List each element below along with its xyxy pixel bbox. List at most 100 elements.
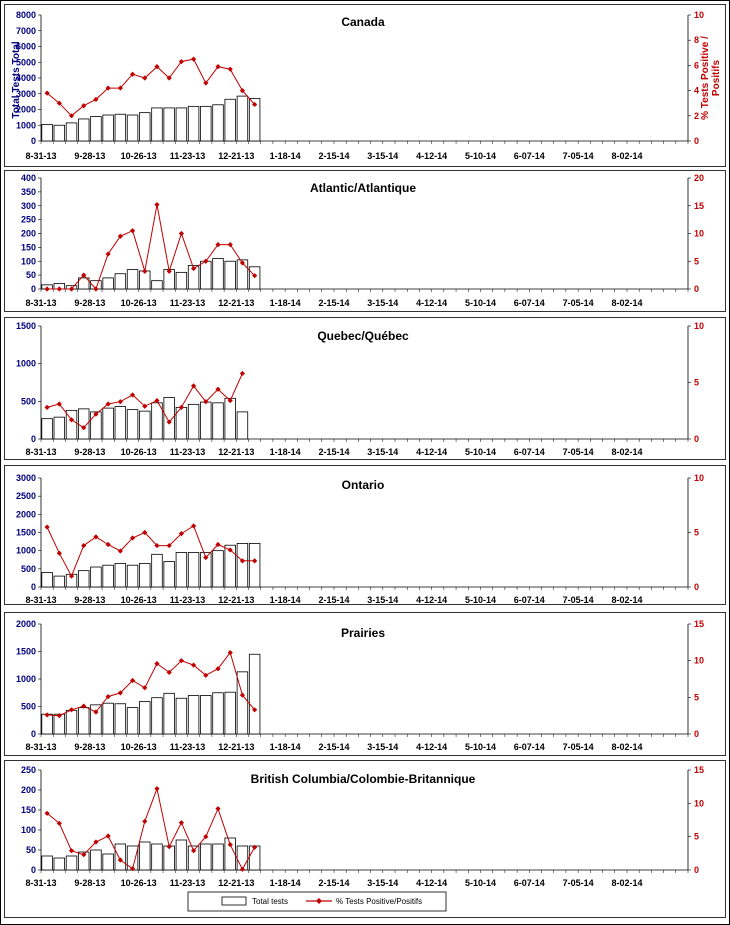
bar <box>139 562 151 588</box>
bar <box>41 124 53 142</box>
data-point <box>215 666 221 672</box>
bar <box>187 695 200 735</box>
x-tick-label: 6-07-14 <box>514 595 545 605</box>
data-point <box>105 85 111 91</box>
x-tick-label: 9-28-13 <box>74 595 105 605</box>
left-tick-label: 200 <box>21 229 36 239</box>
left-tick-label: 1500 <box>16 528 36 538</box>
data-point <box>154 786 160 792</box>
data-point <box>215 541 221 548</box>
x-tick-label: 8-02-14 <box>611 878 642 888</box>
data-point <box>227 397 233 404</box>
bar <box>90 704 102 735</box>
data-point <box>142 403 148 409</box>
bar <box>163 561 175 588</box>
x-tick-label: 9-28-13 <box>74 298 105 308</box>
right-tick-label: 0 <box>694 865 699 875</box>
left-tick-label: 2000 <box>16 105 36 115</box>
legend-line-label: % Tests Positive/Positifs <box>336 897 422 906</box>
bar <box>224 260 236 290</box>
bar <box>78 277 90 290</box>
left-tick-label: 1000 <box>16 674 36 684</box>
bar <box>114 703 127 735</box>
chart-panel-1: 0 1000 2000 3000 4000 5000 6000 7000 8000 0 2 4 6 8 10… <box>4 4 726 167</box>
data-point <box>178 530 184 537</box>
bar <box>53 416 66 440</box>
data-point <box>44 810 50 816</box>
bar <box>200 401 212 440</box>
bar <box>200 260 212 290</box>
data-point <box>190 848 197 854</box>
right-tick-label: 10 <box>694 473 704 483</box>
left-tick-label: 250 <box>21 765 36 775</box>
x-tick-label: 2-15-14 <box>318 878 349 888</box>
left-tick-label: 2000 <box>16 619 36 629</box>
data-point <box>117 548 123 554</box>
data-point <box>166 419 172 425</box>
x-tick-label: 6-07-14 <box>514 878 545 888</box>
data-point <box>93 709 99 715</box>
left-tick-label: 500 <box>21 702 36 712</box>
right-tick-label: 2 <box>694 111 699 121</box>
chart-panels: 0100020003000400050006000700080000246810… <box>4 4 726 918</box>
data-point <box>142 818 148 824</box>
bar <box>187 403 200 440</box>
x-tick-label: 9-28-13 <box>74 742 105 752</box>
left-tick-label: 4000 <box>16 73 36 83</box>
bar <box>187 265 200 290</box>
bar <box>126 707 139 735</box>
bar <box>102 407 114 440</box>
bar <box>90 849 102 871</box>
x-tick-label: 9-28-13 <box>74 151 105 161</box>
bar <box>41 572 53 588</box>
data-point <box>178 230 184 237</box>
bar <box>126 114 139 142</box>
data-point <box>68 113 75 119</box>
left-tick-label: 2500 <box>16 491 36 501</box>
bar <box>236 543 249 588</box>
x-tick-label: 5-10-14 <box>465 742 496 752</box>
left-tick-label: 2000 <box>16 509 36 519</box>
bar <box>65 409 78 440</box>
bar <box>236 259 249 290</box>
data-point <box>154 64 160 70</box>
x-tick-label: 4-12-14 <box>416 878 447 888</box>
bar <box>139 112 151 142</box>
left-tick-label: 500 <box>21 564 36 574</box>
left-tick-label: 150 <box>21 242 36 252</box>
left-tick-label: 150 <box>21 805 36 815</box>
data-point <box>227 842 233 848</box>
y-axis-title-right: Positifs <box>711 60 722 97</box>
data-point <box>56 100 62 106</box>
bar <box>151 697 163 735</box>
chart-panel-4: 0 500 1000 1500 2000 2500 3000 0 5 10 8-31-13 9-28-… <box>4 465 726 605</box>
bar <box>41 855 53 871</box>
panel-frame <box>4 760 726 918</box>
bar <box>212 104 224 142</box>
legend-bar-swatch <box>221 896 247 906</box>
x-tick-label: 1-18-14 <box>270 878 301 888</box>
x-tick-label: 1-18-14 <box>270 742 301 752</box>
x-tick-label: 8-31-13 <box>25 742 56 752</box>
bar <box>175 107 188 142</box>
x-tick-label: 2-15-14 <box>318 298 349 308</box>
data-point <box>154 397 160 404</box>
legend-bar-label: Total tests <box>252 897 288 906</box>
bar <box>248 653 261 735</box>
x-tick-label: 7-05-14 <box>563 878 594 888</box>
x-tick-label: 11-23-13 <box>170 298 206 308</box>
x-tick-label: 3-15-14 <box>367 447 398 457</box>
left-tick-label: 8000 <box>16 10 36 20</box>
x-tick-label: 4-12-14 <box>416 595 447 605</box>
chart-title: Canada <box>341 15 385 29</box>
left-tick-label: 400 <box>21 173 36 183</box>
bar <box>102 564 114 588</box>
x-tick-label: 8-31-13 <box>25 298 56 308</box>
data-point <box>44 404 50 410</box>
data-point <box>239 370 246 377</box>
x-tick-label: 11-23-13 <box>170 151 206 161</box>
bar <box>102 702 114 735</box>
data-point <box>178 820 184 826</box>
chart-title: Ontario <box>342 478 385 492</box>
